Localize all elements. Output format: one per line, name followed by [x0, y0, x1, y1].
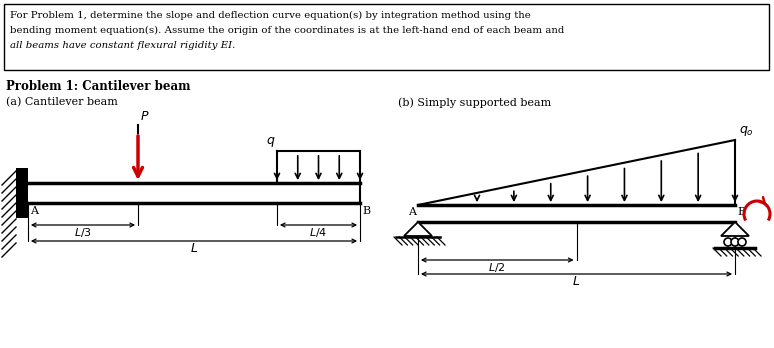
Bar — [418, 205, 735, 222]
Text: $P$: $P$ — [140, 110, 149, 123]
Text: Problem 1: Cantilever beam: Problem 1: Cantilever beam — [6, 80, 190, 93]
Text: bending moment equation(s). Assume the origin of the coordinates is at the left-: bending moment equation(s). Assume the o… — [10, 26, 564, 35]
Text: $L$: $L$ — [190, 242, 198, 255]
Text: $q_o$: $q_o$ — [739, 124, 754, 138]
Text: $L/4$: $L/4$ — [310, 226, 327, 239]
Text: $L/2$: $L/2$ — [488, 261, 506, 274]
Bar — [28, 183, 360, 203]
Text: $q$: $q$ — [265, 135, 275, 149]
Bar — [16, 168, 28, 218]
Bar — [4, 4, 769, 70]
Circle shape — [738, 238, 746, 246]
Text: A: A — [30, 206, 38, 216]
Text: A: A — [408, 207, 416, 217]
Text: all beams have constant flexural rigidity EI.: all beams have constant flexural rigidit… — [10, 41, 235, 50]
Circle shape — [724, 238, 732, 246]
Text: $L$: $L$ — [573, 275, 580, 288]
Text: (b) Simply supported beam: (b) Simply supported beam — [398, 97, 551, 108]
Text: B: B — [362, 206, 370, 216]
Text: (a) Cantilever beam: (a) Cantilever beam — [6, 97, 118, 107]
Polygon shape — [404, 222, 432, 236]
Text: B: B — [737, 207, 745, 217]
Text: For Problem 1, determine the slope and deflection curve equation(s) by integrati: For Problem 1, determine the slope and d… — [10, 11, 531, 20]
Text: $L/3$: $L/3$ — [74, 226, 92, 239]
Polygon shape — [721, 222, 749, 236]
Circle shape — [731, 238, 739, 246]
